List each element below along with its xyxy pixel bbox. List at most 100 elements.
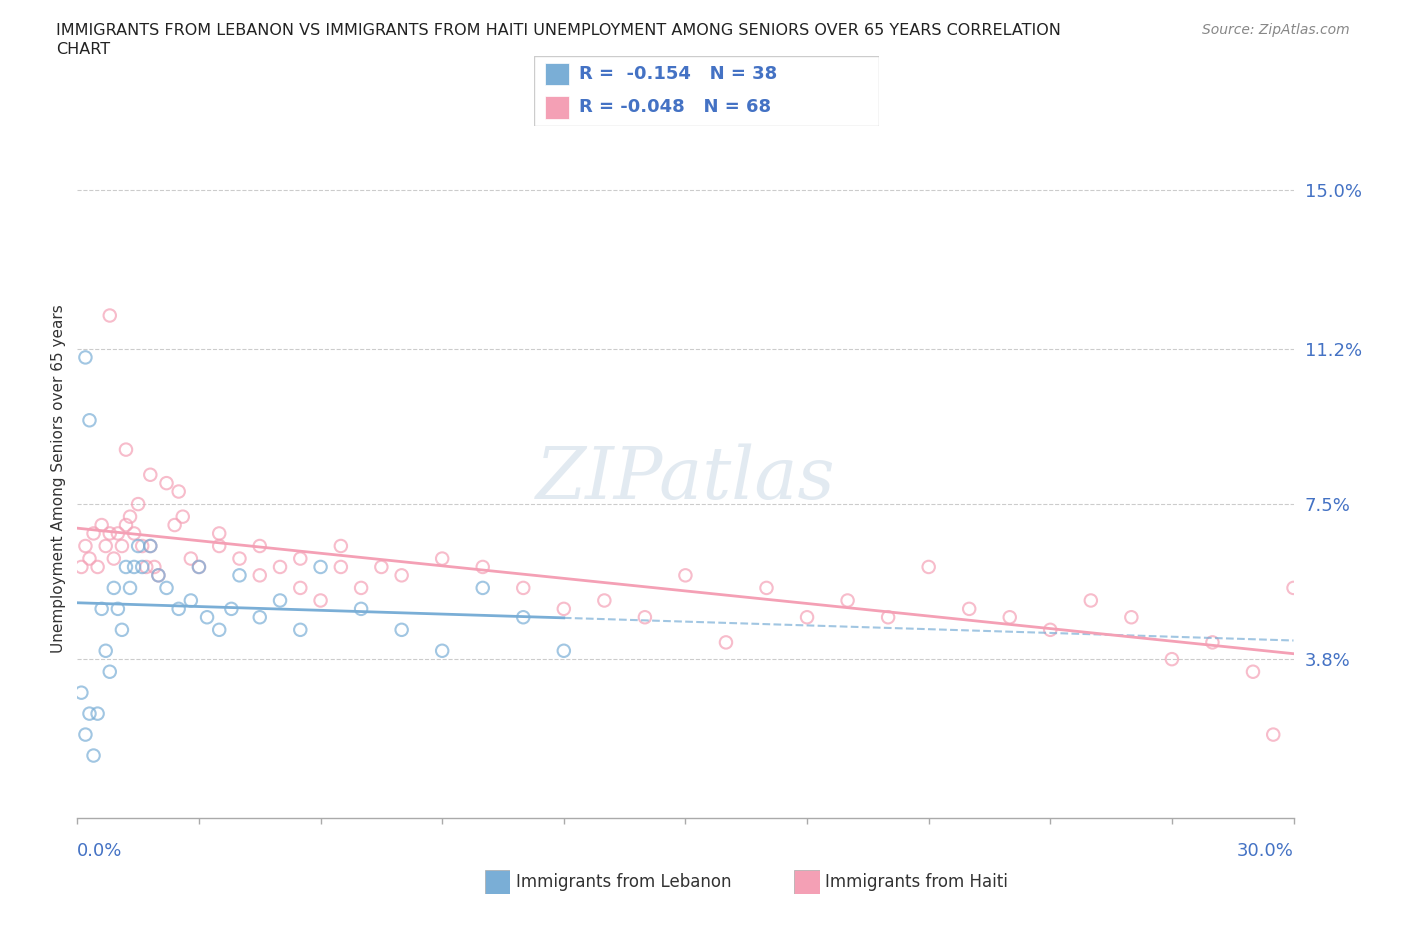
Point [329, 538, 352, 553]
Point [471, 560, 494, 575]
Point [90, 518, 112, 533]
Text: Source: ZipAtlas.com: Source: ZipAtlas.com [1202, 23, 1350, 37]
Point [249, 610, 271, 625]
Point [118, 580, 141, 595]
Point [249, 568, 271, 583]
Point [957, 602, 980, 617]
Point [75, 538, 97, 553]
Text: Immigrants from Haiti: Immigrants from Haiti [825, 872, 1008, 891]
Point [391, 568, 413, 583]
Point [471, 580, 494, 595]
Text: R =  -0.154   N = 38: R = -0.154 N = 38 [579, 65, 778, 83]
Point [115, 442, 138, 457]
Point [111, 538, 134, 553]
Point [163, 518, 186, 533]
Point [155, 580, 177, 595]
Point [309, 560, 332, 575]
Point [249, 538, 271, 553]
Point [103, 580, 125, 595]
Point [79, 413, 101, 428]
Text: R = -0.048   N = 68: R = -0.048 N = 68 [579, 99, 770, 116]
Point [70, 685, 93, 700]
Point [122, 560, 145, 575]
Point [208, 538, 231, 553]
Point [98, 308, 121, 323]
Point [290, 580, 312, 595]
Point [118, 510, 141, 525]
Point [107, 602, 129, 617]
Point [75, 727, 97, 742]
Point [1161, 652, 1184, 667]
Point [94, 538, 117, 553]
Point [553, 644, 575, 658]
Point [796, 610, 818, 625]
Text: 30.0%: 30.0% [1237, 842, 1294, 860]
Y-axis label: Unemployment Among Seniors over 65 years: Unemployment Among Seniors over 65 years [51, 305, 66, 653]
Point [350, 602, 373, 617]
Point [103, 551, 125, 566]
Point [188, 560, 211, 575]
Point [131, 560, 153, 575]
Point [167, 602, 190, 617]
Point [75, 350, 97, 365]
Point [180, 593, 202, 608]
Point [180, 551, 202, 566]
Point [221, 602, 243, 617]
Point [139, 467, 162, 482]
Point [1039, 622, 1062, 637]
Point [107, 526, 129, 541]
Bar [544, 97, 568, 119]
Point [167, 485, 190, 499]
Point [115, 518, 138, 533]
Point [593, 593, 616, 608]
Point [228, 551, 250, 566]
Point [1323, 622, 1346, 637]
Point [148, 568, 170, 583]
Point [755, 580, 778, 595]
Point [188, 560, 211, 575]
Point [309, 593, 332, 608]
Point [94, 644, 117, 658]
Point [115, 560, 138, 575]
Point [1364, 644, 1386, 658]
Point [79, 551, 101, 566]
Text: ZIPatlas: ZIPatlas [536, 444, 835, 514]
Point [86, 706, 108, 721]
Point [430, 551, 453, 566]
Point [208, 622, 231, 637]
Point [1263, 727, 1285, 742]
Point [370, 560, 392, 575]
Point [208, 526, 231, 541]
Point [430, 644, 453, 658]
Point [83, 526, 105, 541]
Point [122, 526, 145, 541]
Point [172, 510, 194, 525]
Point [90, 602, 112, 617]
Point [837, 593, 859, 608]
Text: CHART: CHART [56, 42, 110, 57]
Point [512, 580, 534, 595]
Point [127, 497, 149, 512]
Point [148, 568, 170, 583]
Point [675, 568, 697, 583]
Point [269, 593, 291, 608]
Point [1241, 664, 1264, 679]
Point [290, 551, 312, 566]
Point [83, 748, 105, 763]
Point [195, 610, 218, 625]
Point [139, 538, 162, 553]
Point [1201, 635, 1223, 650]
Text: IMMIGRANTS FROM LEBANON VS IMMIGRANTS FROM HAITI UNEMPLOYMENT AMONG SENIORS OVER: IMMIGRANTS FROM LEBANON VS IMMIGRANTS FR… [56, 23, 1062, 38]
Point [391, 622, 413, 637]
Point [553, 602, 575, 617]
Point [714, 635, 737, 650]
Point [269, 560, 291, 575]
Point [131, 538, 153, 553]
Point [111, 622, 134, 637]
Text: 0.0%: 0.0% [77, 842, 122, 860]
Point [634, 610, 657, 625]
Point [98, 526, 121, 541]
Point [1080, 593, 1102, 608]
Point [139, 538, 162, 553]
Point [135, 560, 157, 575]
